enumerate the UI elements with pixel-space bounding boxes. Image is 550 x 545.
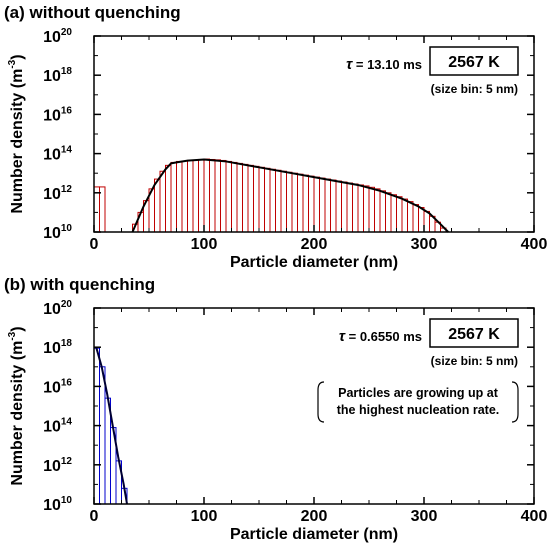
histogram-bar <box>170 161 177 233</box>
histogram-bar <box>253 165 260 233</box>
histogram-bar <box>247 164 254 233</box>
histogram-bar <box>319 177 326 233</box>
histogram-bar <box>423 210 430 233</box>
panel-label: (a) without quenching <box>4 3 181 22</box>
histogram-bar <box>335 180 342 233</box>
histogram-bar <box>363 185 370 233</box>
histogram-bar <box>341 181 348 233</box>
histogram-bar <box>418 207 425 233</box>
y-tick-label: 1016 <box>43 105 72 124</box>
y-tick-label: 1010 <box>43 495 72 514</box>
x-tick-label: 100 <box>191 236 218 253</box>
histogram-bar <box>154 178 161 233</box>
histogram-bar <box>159 170 166 233</box>
histogram-bar <box>192 159 199 233</box>
histogram-bar <box>225 160 232 233</box>
note-line: Particles are growing up at <box>338 386 499 400</box>
note-line: the highest nucleation rate. <box>337 403 500 417</box>
histogram-bar <box>346 182 353 233</box>
histogram-bar <box>297 173 304 233</box>
histogram-bar <box>198 158 205 233</box>
histogram-bar <box>269 168 276 233</box>
histogram-bar <box>286 171 293 233</box>
histogram-bar <box>187 159 194 233</box>
histogram-bar <box>302 174 309 233</box>
tau-annotation: τ = 0.6550 ms <box>339 328 422 345</box>
histogram-bar <box>385 192 392 233</box>
distribution-curve <box>95 346 128 505</box>
histogram-bar <box>324 178 331 233</box>
y-tick-label: 1020 <box>43 27 72 46</box>
histogram-bar <box>220 159 227 233</box>
histogram-bar <box>280 170 287 233</box>
y-tick-label: 1012 <box>43 456 72 475</box>
x-axis-title: Particle diameter (nm) <box>230 526 398 543</box>
y-tick-label: 1020 <box>43 299 72 318</box>
histogram-bar <box>258 166 265 233</box>
x-tick-label: 200 <box>301 236 328 253</box>
x-tick-label: 0 <box>90 236 99 253</box>
histogram-bar <box>203 158 210 233</box>
histogram-bar <box>379 190 386 233</box>
panel-label: (b) with quenching <box>4 275 156 294</box>
note-bracket-right <box>511 381 519 423</box>
histogram-bar <box>181 160 188 233</box>
histogram-bar <box>242 163 249 233</box>
note-bracket-left <box>317 381 325 423</box>
histogram-bar <box>357 184 364 233</box>
temperature-label: 2567 K <box>448 326 500 343</box>
y-tick-label: 1016 <box>43 377 72 396</box>
y-tick-label: 1014 <box>43 417 72 436</box>
x-axis-title: Particle diameter (nm) <box>230 254 398 271</box>
histogram-bar <box>209 158 216 233</box>
histogram-bar <box>264 167 271 233</box>
x-tick-label: 200 <box>301 508 328 525</box>
temperature-box <box>429 46 519 76</box>
x-tick-label: 400 <box>521 508 548 525</box>
y-tick-label: 1010 <box>43 223 72 242</box>
y-axis-title: Number density (m-3) <box>7 54 26 213</box>
chart-svg: 0 100 200 300 400 1010 1012 1014 1016 1018 1020 Par… <box>7 299 548 543</box>
bin-size-note: (size bin: 5 nm) <box>431 82 518 96</box>
histogram-bar <box>352 183 359 233</box>
histogram-bar <box>99 366 106 505</box>
chart-svg: 0 100 200 300 400 1010 1012 1014 1016 1018 1020 Par… <box>7 27 548 271</box>
histogram-bar <box>407 201 414 233</box>
histogram-bar <box>308 175 315 233</box>
histogram-bar <box>176 160 183 233</box>
y-tick-label: 1018 <box>43 338 72 357</box>
histogram-bar <box>390 194 397 233</box>
histogram-bar <box>93 186 100 233</box>
histogram-bar <box>275 169 282 233</box>
histogram-bar <box>368 186 375 233</box>
x-tick-label: 0 <box>90 508 99 525</box>
histogram-bar <box>313 176 320 233</box>
histogram-bar <box>401 198 408 233</box>
chart-panel-a: (a) without quenching 0 100 200 300 400 1010 1… <box>0 0 550 272</box>
temperature-box <box>429 318 519 348</box>
histogram-bar <box>236 162 243 233</box>
chart-panel-b: (b) with quenching 0 100 200 300 400 1010 1012… <box>0 272 550 544</box>
distribution-curve <box>131 158 449 233</box>
histogram-bar <box>374 188 381 233</box>
x-tick-label: 300 <box>411 508 438 525</box>
x-tick-label: 300 <box>411 236 438 253</box>
x-tick-label: 100 <box>191 508 218 525</box>
y-axis-title: Number density (m-3) <box>7 326 26 485</box>
histogram-bar <box>165 164 172 233</box>
y-tick-label: 1012 <box>43 184 72 203</box>
y-tick-label: 1014 <box>43 145 72 164</box>
histogram-bar <box>291 172 298 233</box>
histogram-bar <box>330 179 337 233</box>
histogram-bar <box>412 204 419 233</box>
bin-size-note: (size bin: 5 nm) <box>431 354 518 368</box>
tau-annotation: τ = 13.10 ms <box>346 56 422 73</box>
x-tick-label: 400 <box>521 236 548 253</box>
histogram-bar <box>396 196 403 233</box>
temperature-label: 2567 K <box>448 54 500 71</box>
histogram-bar <box>99 186 106 233</box>
histogram-bar <box>231 161 238 233</box>
histogram-bar <box>214 159 221 233</box>
y-tick-label: 1018 <box>43 66 72 85</box>
